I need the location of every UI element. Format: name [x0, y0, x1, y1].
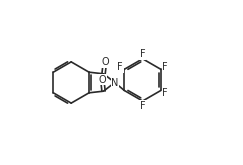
Text: F: F — [162, 62, 168, 72]
Text: F: F — [140, 49, 145, 59]
Text: F: F — [162, 88, 168, 98]
Text: F: F — [117, 62, 123, 72]
Text: F: F — [140, 101, 145, 111]
Text: O: O — [101, 57, 109, 67]
Text: N: N — [111, 78, 119, 87]
Text: O: O — [98, 75, 106, 85]
